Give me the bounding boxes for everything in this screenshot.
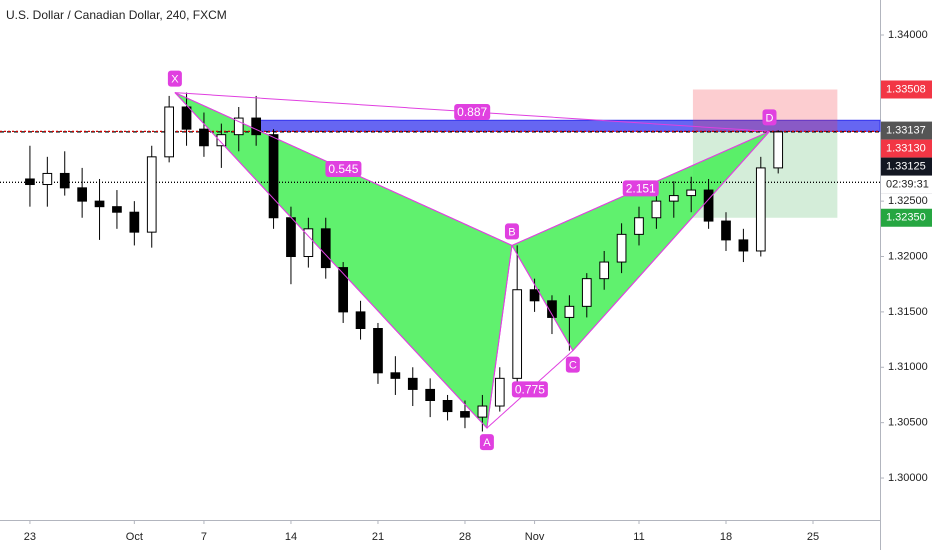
price-tag — [881, 80, 932, 99]
point-box — [167, 70, 182, 87]
point-box — [565, 356, 580, 373]
candle-body — [94, 200, 105, 208]
candle-body — [686, 189, 697, 197]
point-box — [479, 434, 494, 451]
candle-body — [738, 239, 749, 252]
x-tick-label: 28 — [459, 531, 471, 543]
candle-body — [59, 172, 70, 189]
candle-body — [355, 311, 366, 330]
x-tick-label: 25 — [807, 531, 819, 543]
candle-body — [616, 233, 627, 263]
price-tag — [881, 157, 932, 176]
candle-body — [721, 220, 731, 241]
candle-body — [216, 134, 227, 147]
candle-body — [599, 261, 610, 280]
candle-body — [442, 399, 453, 413]
candle-body — [42, 172, 53, 186]
candle-body — [529, 289, 540, 302]
candle-body — [112, 206, 122, 213]
x-tick-label: Oct — [126, 531, 143, 543]
ratio-label: 2.151 — [626, 182, 656, 196]
x-tick-label: 18 — [720, 531, 732, 543]
countdown-box — [881, 175, 932, 194]
price-tag-label: 1.33125 — [886, 160, 926, 172]
x-tick-label: 14 — [285, 531, 297, 543]
countdown: 02:39:31 — [886, 178, 929, 190]
point-box — [504, 223, 519, 240]
point-label: B — [508, 226, 515, 238]
point-label: C — [569, 360, 577, 372]
candle-body — [477, 405, 488, 418]
candle-body — [668, 195, 679, 202]
candle-body — [129, 211, 140, 233]
candle-body — [268, 134, 279, 219]
x-tick-label: 23 — [24, 531, 36, 543]
point-label: D — [766, 112, 774, 124]
price-tag — [881, 121, 932, 140]
ratio-box — [454, 103, 491, 120]
candle-body — [651, 200, 662, 219]
pattern-leg — [174, 92, 488, 429]
candle-body — [181, 106, 192, 130]
y-tick-label: 1.30500 — [888, 417, 928, 429]
candle-body — [407, 377, 418, 390]
y-tick-label: 1.31000 — [888, 361, 928, 373]
candle-body — [146, 156, 157, 233]
pattern-leg — [486, 245, 513, 429]
ratio-box — [511, 381, 548, 398]
y-tick-label: 1.30000 — [888, 472, 928, 484]
candle-body — [303, 228, 314, 258]
ratio-label: 0.775 — [515, 383, 545, 397]
candle-body — [286, 217, 296, 258]
candle-body — [77, 187, 87, 202]
candle-body — [634, 217, 644, 235]
candle-body — [251, 117, 262, 136]
candle-body — [547, 300, 557, 318]
candle-body — [703, 189, 714, 222]
y-tick-label: 1.34000 — [888, 29, 928, 41]
point-label: A — [483, 437, 491, 449]
candle-body — [338, 267, 349, 313]
candle-body — [755, 167, 766, 252]
ratio-label: 0.545 — [328, 162, 358, 176]
price-tag — [881, 139, 932, 158]
y-tick-label: 1.32000 — [888, 250, 928, 262]
candle-body — [199, 128, 209, 147]
candle-body — [773, 131, 784, 169]
candle-body — [164, 106, 174, 158]
candle-body — [494, 377, 505, 407]
ratio-label: 0.887 — [457, 105, 487, 119]
candle-body — [425, 388, 436, 401]
pattern-leg — [511, 245, 574, 351]
candle-body — [233, 117, 244, 136]
candle-body — [512, 289, 523, 379]
price-tag — [881, 208, 932, 227]
y-tick-label: 1.31500 — [888, 306, 928, 318]
candle-body — [25, 178, 35, 186]
x-tick-label: 21 — [372, 531, 384, 543]
pattern-leg — [572, 131, 770, 351]
candle-body — [460, 411, 470, 418]
x-tick-label: 7 — [201, 531, 207, 543]
ratio-box — [325, 161, 362, 178]
y-tick-label: 1.32500 — [888, 195, 928, 207]
price-tag-label: 1.32350 — [886, 212, 926, 224]
x-tick-label: Nov — [525, 531, 545, 543]
point-box — [762, 109, 777, 126]
price-tag-label: 1.33130 — [886, 142, 926, 154]
price-tag-label: 1.33508 — [886, 83, 926, 95]
price-tag-label: 1.33137 — [886, 124, 926, 136]
point-label: X — [171, 73, 179, 85]
candle-body — [564, 305, 575, 318]
chart-title: U.S. Dollar / Canadian Dollar, 240, FXCM — [6, 8, 227, 22]
candle-body — [320, 228, 331, 269]
ratio-box — [622, 180, 659, 197]
x-tick-label: 11 — [633, 531, 644, 543]
candle-body — [373, 328, 383, 374]
candle-body — [390, 372, 401, 379]
candle-body — [581, 278, 592, 307]
